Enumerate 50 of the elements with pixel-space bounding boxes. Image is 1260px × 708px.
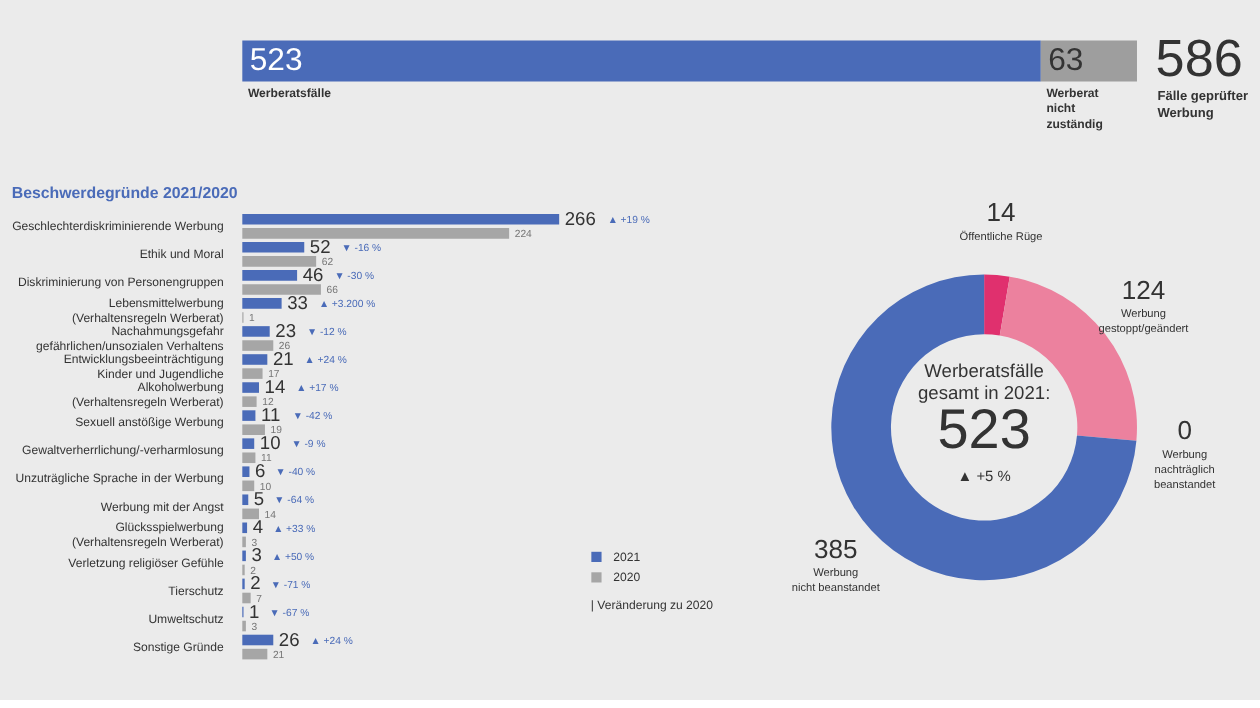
data-label: 5 bbox=[253, 489, 265, 510]
bar bbox=[242, 228, 510, 239]
data-label: 26 bbox=[278, 629, 300, 650]
data-label: 14 bbox=[264, 377, 286, 398]
data-label: 10 bbox=[259, 433, 281, 454]
bar bbox=[242, 326, 270, 337]
data-label: 33 bbox=[287, 292, 308, 313]
bar bbox=[242, 438, 255, 449]
bar bbox=[242, 466, 250, 477]
bar bbox=[242, 452, 256, 464]
bar bbox=[242, 634, 274, 646]
bar bbox=[242, 410, 256, 421]
data-label: 6 bbox=[255, 461, 266, 482]
bar bbox=[242, 396, 257, 407]
text: 0 bbox=[1177, 415, 1192, 446]
data-label: 23 bbox=[275, 321, 296, 342]
bar bbox=[242, 270, 298, 281]
bar bbox=[242, 354, 268, 365]
bar bbox=[242, 242, 305, 253]
data-label: 4 bbox=[252, 517, 264, 538]
data-label: 266 bbox=[564, 208, 596, 229]
data-label: 63 bbox=[1048, 44, 1084, 79]
data-label: 52 bbox=[309, 236, 331, 257]
data-label: 124 bbox=[1121, 274, 1166, 305]
data-label: 2 bbox=[250, 573, 261, 594]
text: ▲ +5 % bbox=[957, 467, 1012, 486]
data-label: 46 bbox=[302, 264, 324, 285]
data-label: 21 bbox=[272, 349, 294, 370]
data-label: 523 bbox=[249, 44, 303, 79]
data-label: 3 bbox=[251, 545, 262, 566]
bar bbox=[242, 508, 259, 520]
bar bbox=[242, 213, 560, 225]
bar bbox=[242, 298, 282, 309]
bar bbox=[242, 648, 268, 660]
data-label: 385 bbox=[813, 533, 858, 564]
donut-slice bbox=[984, 274, 1010, 336]
bar bbox=[242, 480, 255, 492]
bar bbox=[242, 424, 265, 435]
data-label: 1 bbox=[249, 601, 260, 622]
bar bbox=[242, 382, 259, 393]
total-label: 586 bbox=[1155, 28, 1243, 89]
data-label: 11 bbox=[261, 405, 281, 426]
data-label: 14 bbox=[986, 197, 1016, 228]
bar bbox=[242, 592, 251, 604]
bar bbox=[242, 368, 263, 379]
bar bbox=[242, 284, 321, 295]
bar bbox=[242, 256, 317, 267]
bar bbox=[242, 494, 249, 506]
bar bbox=[242, 522, 248, 534]
bar bbox=[242, 340, 274, 351]
